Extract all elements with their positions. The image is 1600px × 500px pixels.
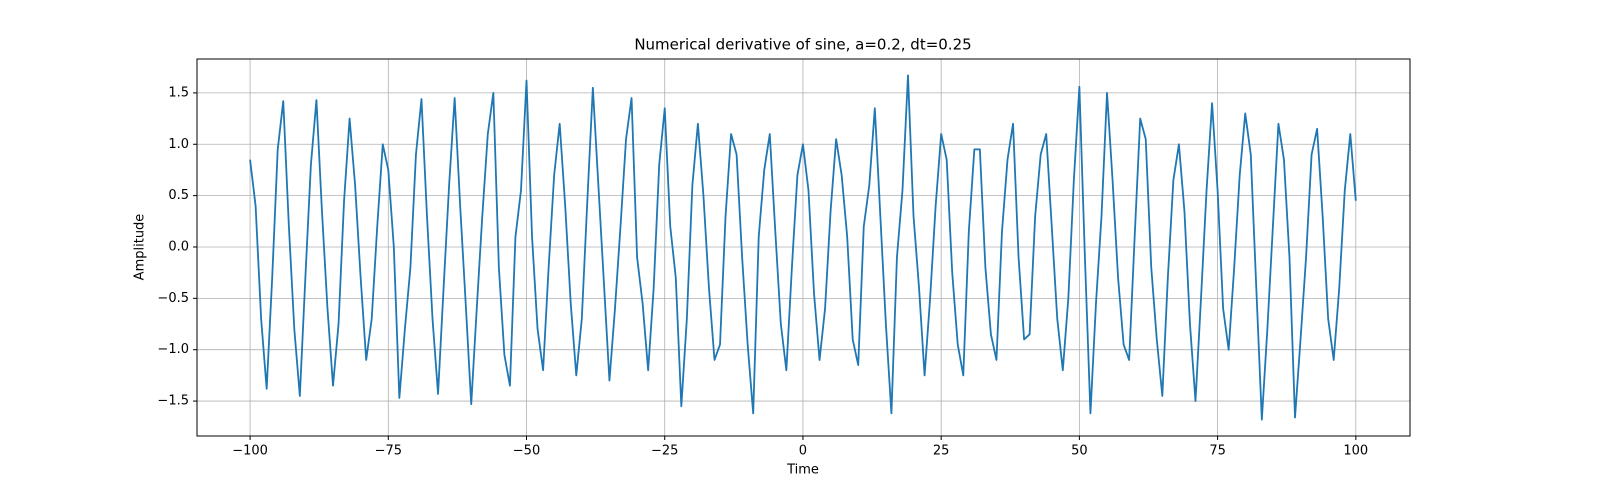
y-tick-label: 1.5 [168,85,189,100]
chart-title: Numerical derivative of sine, a=0.2, dt=… [634,36,971,54]
y-axis-label: Amplitude [133,214,148,281]
data-line [249,74,1357,421]
x-tick-label: 25 [933,444,950,459]
x-tick-label: −25 [651,444,678,459]
y-tick-label: −1.5 [157,394,189,409]
y-tick-label: 0.5 [168,188,189,203]
x-tick-label: 100 [1343,444,1368,459]
y-tick-label: 1.0 [168,137,189,152]
x-tick-label: 0 [799,444,807,459]
x-axis-label: Time [786,463,819,478]
y-tick-label: −1.0 [157,342,189,357]
y-tick-label: −0.5 [157,291,189,306]
x-tick-label: −50 [513,444,540,459]
y-tick-label: 0.0 [168,239,189,254]
x-tick-label: 75 [1209,444,1226,459]
x-tick-label: −100 [232,444,268,459]
x-tick-label: −75 [375,444,402,459]
plot-frame [196,58,1411,437]
x-tick-label: 50 [1071,444,1088,459]
